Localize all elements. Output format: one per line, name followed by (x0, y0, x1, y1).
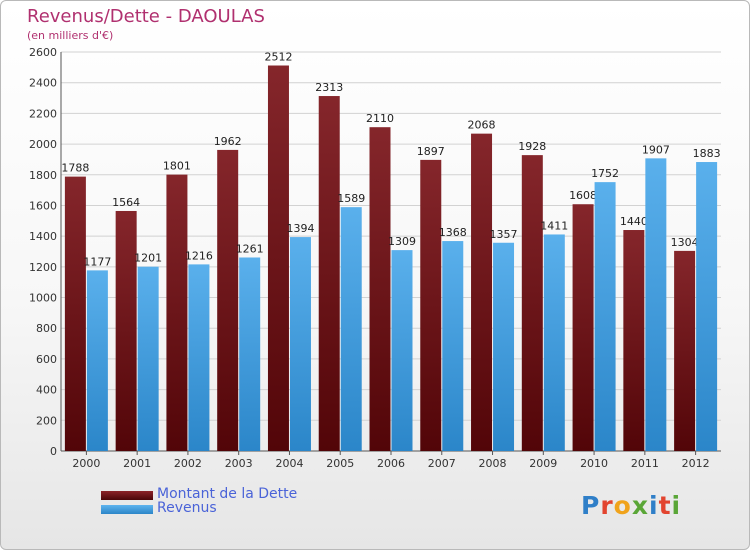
data-label-revenus: 1201 (134, 252, 162, 265)
data-label-dette: 1564 (112, 196, 140, 209)
x-tick-label: 2008 (479, 457, 507, 470)
x-tick-label: 2004 (275, 457, 303, 470)
chart-title: Revenus/Dette - DAOULAS (27, 6, 265, 27)
logo-letter: i (671, 491, 682, 520)
y-tick-label: 2600 (29, 46, 57, 59)
data-label-dette: 1897 (417, 145, 445, 158)
x-tick-label: 2001 (123, 457, 151, 470)
y-tick-label: 1600 (29, 199, 57, 212)
x-tick-label: 2012 (682, 457, 710, 470)
data-label-revenus: 1394 (286, 222, 314, 235)
data-label-dette: 1788 (61, 162, 89, 175)
x-tick-label: 2005 (326, 457, 354, 470)
y-tick-label: 0 (50, 445, 57, 458)
legend-swatch-dette (101, 491, 153, 500)
bar-dette (521, 155, 543, 451)
data-label-dette: 1801 (163, 160, 191, 173)
logo-letter: x (631, 491, 649, 520)
data-label-dette: 1440 (620, 215, 648, 228)
bar-dette (369, 127, 391, 451)
x-tick-label: 2009 (529, 457, 557, 470)
x-tick-label: 2003 (225, 457, 253, 470)
data-label-dette: 2068 (468, 119, 496, 132)
y-tick-label: 2400 (29, 77, 57, 90)
chart-subtitle: (en milliers d'€) (27, 29, 114, 42)
data-label-dette: 1962 (214, 135, 242, 148)
bar-dette (623, 230, 645, 451)
y-tick-label: 2000 (29, 138, 57, 151)
bar-revenus (391, 250, 413, 451)
legend-swatch-revenus (101, 505, 153, 514)
bar-dette (64, 176, 86, 451)
bar-revenus (86, 270, 108, 451)
bar-dette (471, 133, 493, 451)
data-label-revenus: 1309 (388, 235, 416, 248)
data-label-revenus: 1752 (591, 167, 619, 180)
x-tick-label: 2000 (72, 457, 100, 470)
bar-dette (420, 159, 442, 451)
x-tick-label: 2007 (428, 457, 456, 470)
x-tick-label: 2010 (580, 457, 608, 470)
bar-revenus (289, 237, 311, 451)
data-label-revenus: 1357 (490, 228, 518, 241)
bar-dette (572, 204, 594, 451)
y-tick-label: 1000 (29, 292, 57, 305)
bar-revenus (645, 158, 667, 451)
bar-dette (217, 149, 239, 452)
data-label-revenus: 1907 (642, 143, 670, 156)
y-tick-label: 1400 (29, 230, 57, 243)
bar-dette (674, 250, 696, 451)
y-tick-label: 400 (36, 384, 57, 397)
bar-revenus (188, 264, 210, 451)
logo-letter: P (581, 491, 601, 520)
x-tick-label: 2002 (174, 457, 202, 470)
bar-dette (166, 174, 188, 451)
data-label-revenus: 1261 (236, 242, 264, 255)
y-tick-label: 200 (36, 414, 57, 427)
data-label-revenus: 1883 (693, 147, 721, 160)
logo-letter: r (600, 491, 614, 520)
bar-revenus (594, 182, 616, 452)
x-tick-label: 2011 (631, 457, 659, 470)
legend-label-revenus: Revenus (157, 500, 217, 516)
bar-revenus (493, 242, 515, 451)
legend-label-dette: Montant de la Dette (157, 486, 298, 502)
data-label-revenus: 1216 (185, 249, 213, 262)
y-tick-label: 600 (36, 353, 57, 366)
data-label-revenus: 1411 (540, 219, 568, 232)
data-label-dette: 2110 (366, 112, 394, 125)
bar-revenus (442, 241, 464, 451)
logo-letter: i (649, 491, 659, 520)
data-label-revenus: 1368 (439, 226, 467, 239)
bar-revenus (696, 162, 718, 451)
bar-dette (115, 210, 137, 451)
bar-revenus (137, 266, 159, 451)
bar-revenus (340, 207, 362, 451)
y-tick-label: 2200 (29, 107, 57, 120)
bar-revenus (239, 257, 261, 451)
data-label-dette: 1928 (518, 140, 546, 153)
data-label-revenus: 1177 (83, 255, 111, 268)
y-tick-label: 800 (36, 322, 57, 335)
y-tick-label: 1200 (29, 261, 57, 274)
data-label-dette: 1304 (671, 236, 699, 249)
bar-dette (267, 65, 289, 452)
data-label-dette: 2313 (315, 81, 343, 94)
logo-letter: o (613, 491, 632, 520)
data-label-dette: 2512 (264, 51, 292, 64)
logo-letter: t (658, 491, 672, 520)
bar-dette (318, 96, 340, 452)
bar-revenus (543, 234, 565, 451)
data-label-revenus: 1589 (337, 192, 365, 205)
data-label-dette: 1608 (569, 189, 597, 202)
x-tick-label: 2006 (377, 457, 405, 470)
y-tick-label: 1800 (29, 169, 57, 182)
proxiti-logo: Proxiti (581, 491, 681, 520)
